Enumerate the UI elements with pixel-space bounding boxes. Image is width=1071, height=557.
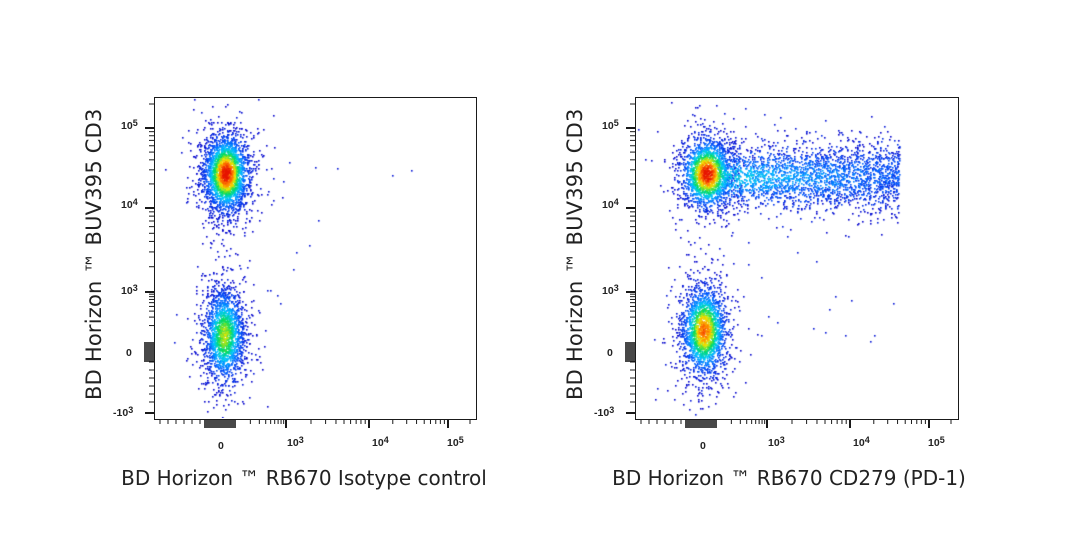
x-tick-label: 0 bbox=[218, 440, 224, 452]
tick-base: 10 bbox=[602, 120, 614, 132]
y-tick-label: 105 bbox=[602, 118, 619, 132]
tick-base: 10 bbox=[121, 285, 133, 297]
y-tick-label: -103 bbox=[113, 405, 134, 419]
tick-exp: 3 bbox=[779, 435, 785, 445]
tick-base: 10 bbox=[928, 437, 940, 449]
y-tick-label: 104 bbox=[602, 197, 619, 211]
x-tick-label: 105 bbox=[928, 435, 945, 449]
x-axis-label: BD Horizon ™ RB670 CD279 (PD-1) bbox=[612, 466, 966, 490]
y-tick-label: 104 bbox=[121, 197, 138, 211]
tick-exp: 4 bbox=[383, 435, 389, 445]
tick-exp: 4 bbox=[132, 197, 138, 207]
tick-exp: 5 bbox=[458, 435, 464, 445]
x-tick-label: 0 bbox=[700, 440, 706, 452]
tick-base: 10 bbox=[372, 437, 384, 449]
tick-base: -10 bbox=[594, 407, 610, 419]
y-tick-label: 0 bbox=[607, 347, 613, 359]
plot-area bbox=[635, 97, 959, 420]
tick-exp: 5 bbox=[132, 118, 138, 128]
x-tick-label: 105 bbox=[447, 435, 464, 449]
tick-base: 0 bbox=[700, 440, 706, 452]
tick-base: 10 bbox=[768, 437, 780, 449]
y-tick-label: 0 bbox=[126, 347, 132, 359]
tick-base: 0 bbox=[607, 347, 613, 359]
x-axis-label: BD Horizon ™ RB670 Isotype control bbox=[121, 466, 487, 490]
tick-base: 10 bbox=[853, 437, 865, 449]
tick-exp: 3 bbox=[298, 435, 304, 445]
x-tick-label: 103 bbox=[287, 435, 304, 449]
left-plot-panel: BD Horizon ™ BUV395 CD3 105 104 103 0 -1… bbox=[0, 0, 535, 557]
y-tick-label: 105 bbox=[121, 118, 138, 132]
tick-base: -10 bbox=[113, 407, 129, 419]
right-plot-panel: BD Horizon ™ BUV395 CD3 105 104 103 0 -1… bbox=[481, 0, 1016, 557]
tick-base: 10 bbox=[447, 437, 459, 449]
tick-base: 10 bbox=[121, 199, 133, 211]
tick-exp: 3 bbox=[132, 283, 138, 293]
tick-base: 10 bbox=[287, 437, 299, 449]
tick-exp: 4 bbox=[864, 435, 870, 445]
x-tick-label: 103 bbox=[768, 435, 785, 449]
tick-base: 10 bbox=[602, 199, 614, 211]
tick-base: 10 bbox=[602, 285, 614, 297]
tick-base: 0 bbox=[126, 347, 132, 359]
x-tick-label: 104 bbox=[853, 435, 870, 449]
tick-exp: 3 bbox=[613, 283, 619, 293]
tick-exp: 3 bbox=[128, 405, 134, 415]
plot-area bbox=[154, 97, 477, 420]
y-tick-label: 103 bbox=[121, 283, 138, 297]
axis-ticks bbox=[625, 103, 952, 428]
tick-exp: 5 bbox=[939, 435, 945, 445]
y-tick-label: -103 bbox=[594, 405, 615, 419]
y-tick-label: 103 bbox=[602, 283, 619, 297]
tick-base: 10 bbox=[121, 120, 133, 132]
tick-exp: 4 bbox=[613, 197, 619, 207]
axis-ticks bbox=[144, 103, 471, 428]
tick-exp: 5 bbox=[613, 118, 619, 128]
density-scatter bbox=[636, 98, 957, 418]
density-scatter bbox=[155, 98, 475, 418]
tick-exp: 3 bbox=[609, 405, 615, 415]
tick-base: 0 bbox=[218, 440, 224, 452]
x-tick-label: 104 bbox=[372, 435, 389, 449]
